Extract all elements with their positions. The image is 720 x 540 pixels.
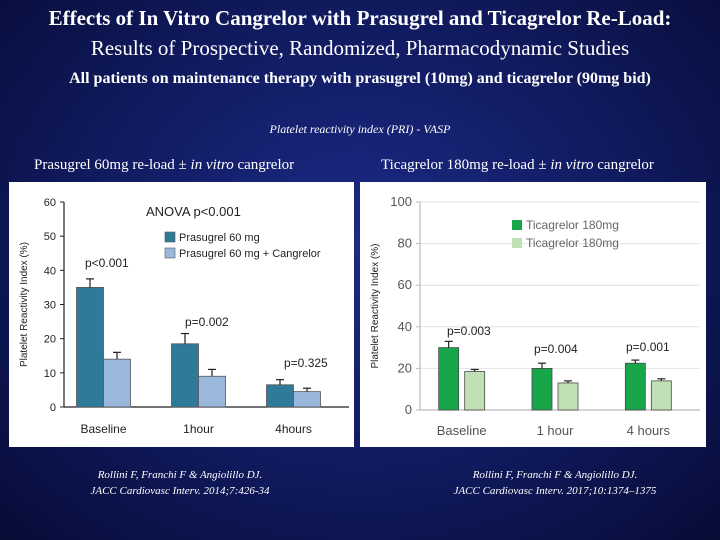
left-panel-title-suffix: cangrelor	[233, 157, 295, 173]
x-tick-label-0: Baseline	[80, 422, 126, 436]
y-tick-label-2: 20	[44, 334, 56, 346]
right-panel-title: Ticagrelor 180mg re-load ± in vitro cang…	[381, 157, 654, 174]
y-tick-label-3: 30	[44, 300, 56, 312]
bar-0-0	[76, 287, 104, 408]
legend-label-prasugrel: Prasugrel 60 mg	[179, 232, 260, 244]
bar-0-0	[438, 347, 460, 411]
right-panel-title-italic: in vitro	[550, 157, 594, 173]
left-panel-title: Prasugrel 60mg re-load ± in vitro cangre…	[34, 157, 294, 174]
right-citation: Rollini F, Franchi F & Angiolillo DJ. JA…	[410, 467, 700, 499]
right-panel-title-prefix: Ticagrelor 180mg re-load ±	[381, 157, 551, 173]
y-tick-label-6: 60	[44, 197, 56, 209]
x-tick-label-1: 1 hour	[537, 423, 575, 438]
bar-2-0	[266, 384, 294, 408]
right-panel-title-suffix: cangrelor	[593, 157, 654, 173]
y-tick-label-5: 100	[390, 194, 412, 209]
annotation-p-baseline: p=0.003	[447, 324, 491, 338]
annotation-p-4hours: p=0.325	[284, 356, 328, 370]
left-citation-line1: Rollini F, Franchi F & Angiolillo DJ.	[97, 469, 263, 481]
right-citation-line2: JACC Cardiovasc Interv. 2017;10:1374–137…	[453, 485, 657, 497]
bar-1-0	[531, 367, 553, 411]
bar-0-1	[103, 358, 131, 408]
y-tick-label-4: 40	[44, 265, 56, 277]
bar-2-1	[650, 380, 672, 411]
y-tick-label-5: 50	[44, 231, 56, 243]
x-tick-label-2: 4hours	[275, 422, 312, 436]
y-tick-label-2: 40	[398, 319, 412, 334]
section-label: Platelet reactivity index (PRI) - VASP	[269, 122, 451, 136]
legend-swatch-prasugrel	[164, 231, 176, 243]
x-tick-label-2: 4 hours	[627, 423, 671, 438]
prasugrel-chart-svg: 0 10 20 30 40 50 60 Platelet Reactivity Index (…	[19, 197, 349, 436]
y-tick-label-1: 10	[44, 368, 56, 380]
y-axis-label: Platelet Reactivity Index (%)	[19, 242, 30, 367]
bar-2-0	[624, 362, 646, 411]
slide-title-line2: Results of Prospective, Randomized, Phar…	[90, 36, 630, 60]
x-tick-label-0: Baseline	[437, 423, 487, 438]
y-tick-label-0: 0	[405, 402, 412, 417]
annotation-anova: ANOVA p<0.001	[146, 204, 241, 219]
y-tick-label-1: 20	[398, 360, 412, 375]
left-citation: Rollini F, Franchi F & Angiolillo DJ. JA…	[60, 467, 300, 499]
ticagrelor-chart-svg: 0 20 40 60 80 100 Platelet Reactivity Index (%…	[370, 194, 700, 438]
legend-label-prasugrel-cangrelor: Prasugrel 60 mg + Cangrelor	[179, 248, 321, 260]
bar-1-1	[198, 375, 226, 408]
left-citation-line2: JACC Cardiovasc Interv. 2014;7:426-34	[90, 485, 270, 497]
y-tick-label-0: 0	[50, 402, 56, 414]
right-citation-line1: Rollini F, Franchi F & Angiolillo DJ.	[472, 469, 638, 481]
left-panel-title-italic: in vitro	[190, 157, 234, 173]
y-axis-label: Platelet Reactivity Index (%)	[370, 243, 381, 368]
left-panel-title-prefix: Prasugrel 60mg re-load ±	[34, 157, 191, 173]
legend-label-ticagrelor-cangrelor: Ticagrelor 180mg	[526, 236, 619, 250]
x-tick-label-1: 1hour	[183, 422, 214, 436]
prasugrel-chart: 0 10 20 30 40 50 60 Platelet Reactivity Index (…	[9, 182, 354, 447]
legend-swatch-prasugrel-cangrelor	[164, 247, 176, 259]
annotation-p-4hours: p=0.001	[626, 340, 670, 354]
legend-swatch-ticagrelor	[512, 220, 522, 230]
y-tick-label-4: 80	[398, 236, 412, 251]
legend-label-ticagrelor: Ticagrelor 180mg	[526, 218, 619, 232]
slide-subtitle: All patients on maintenance therapy with…	[69, 70, 651, 87]
bar-1-1	[557, 382, 579, 411]
y-tick-label-3: 60	[398, 277, 412, 292]
annotation-p-1hour: p=0.004	[534, 342, 578, 356]
annotation-p-baseline: p<0.001	[85, 256, 129, 270]
slide-title-line1: Effects of In Vitro Cangrelor with Prasu…	[48, 6, 672, 30]
bar-2-1	[293, 391, 321, 408]
annotation-p-1hour: p=0.002	[185, 315, 229, 329]
bar-1-0	[171, 343, 199, 408]
legend-swatch-ticagrelor-cangrelor	[512, 238, 522, 248]
bar-0-1	[464, 371, 486, 411]
ticagrelor-chart: 0 20 40 60 80 100 Platelet Reactivity Index (%…	[360, 182, 706, 447]
